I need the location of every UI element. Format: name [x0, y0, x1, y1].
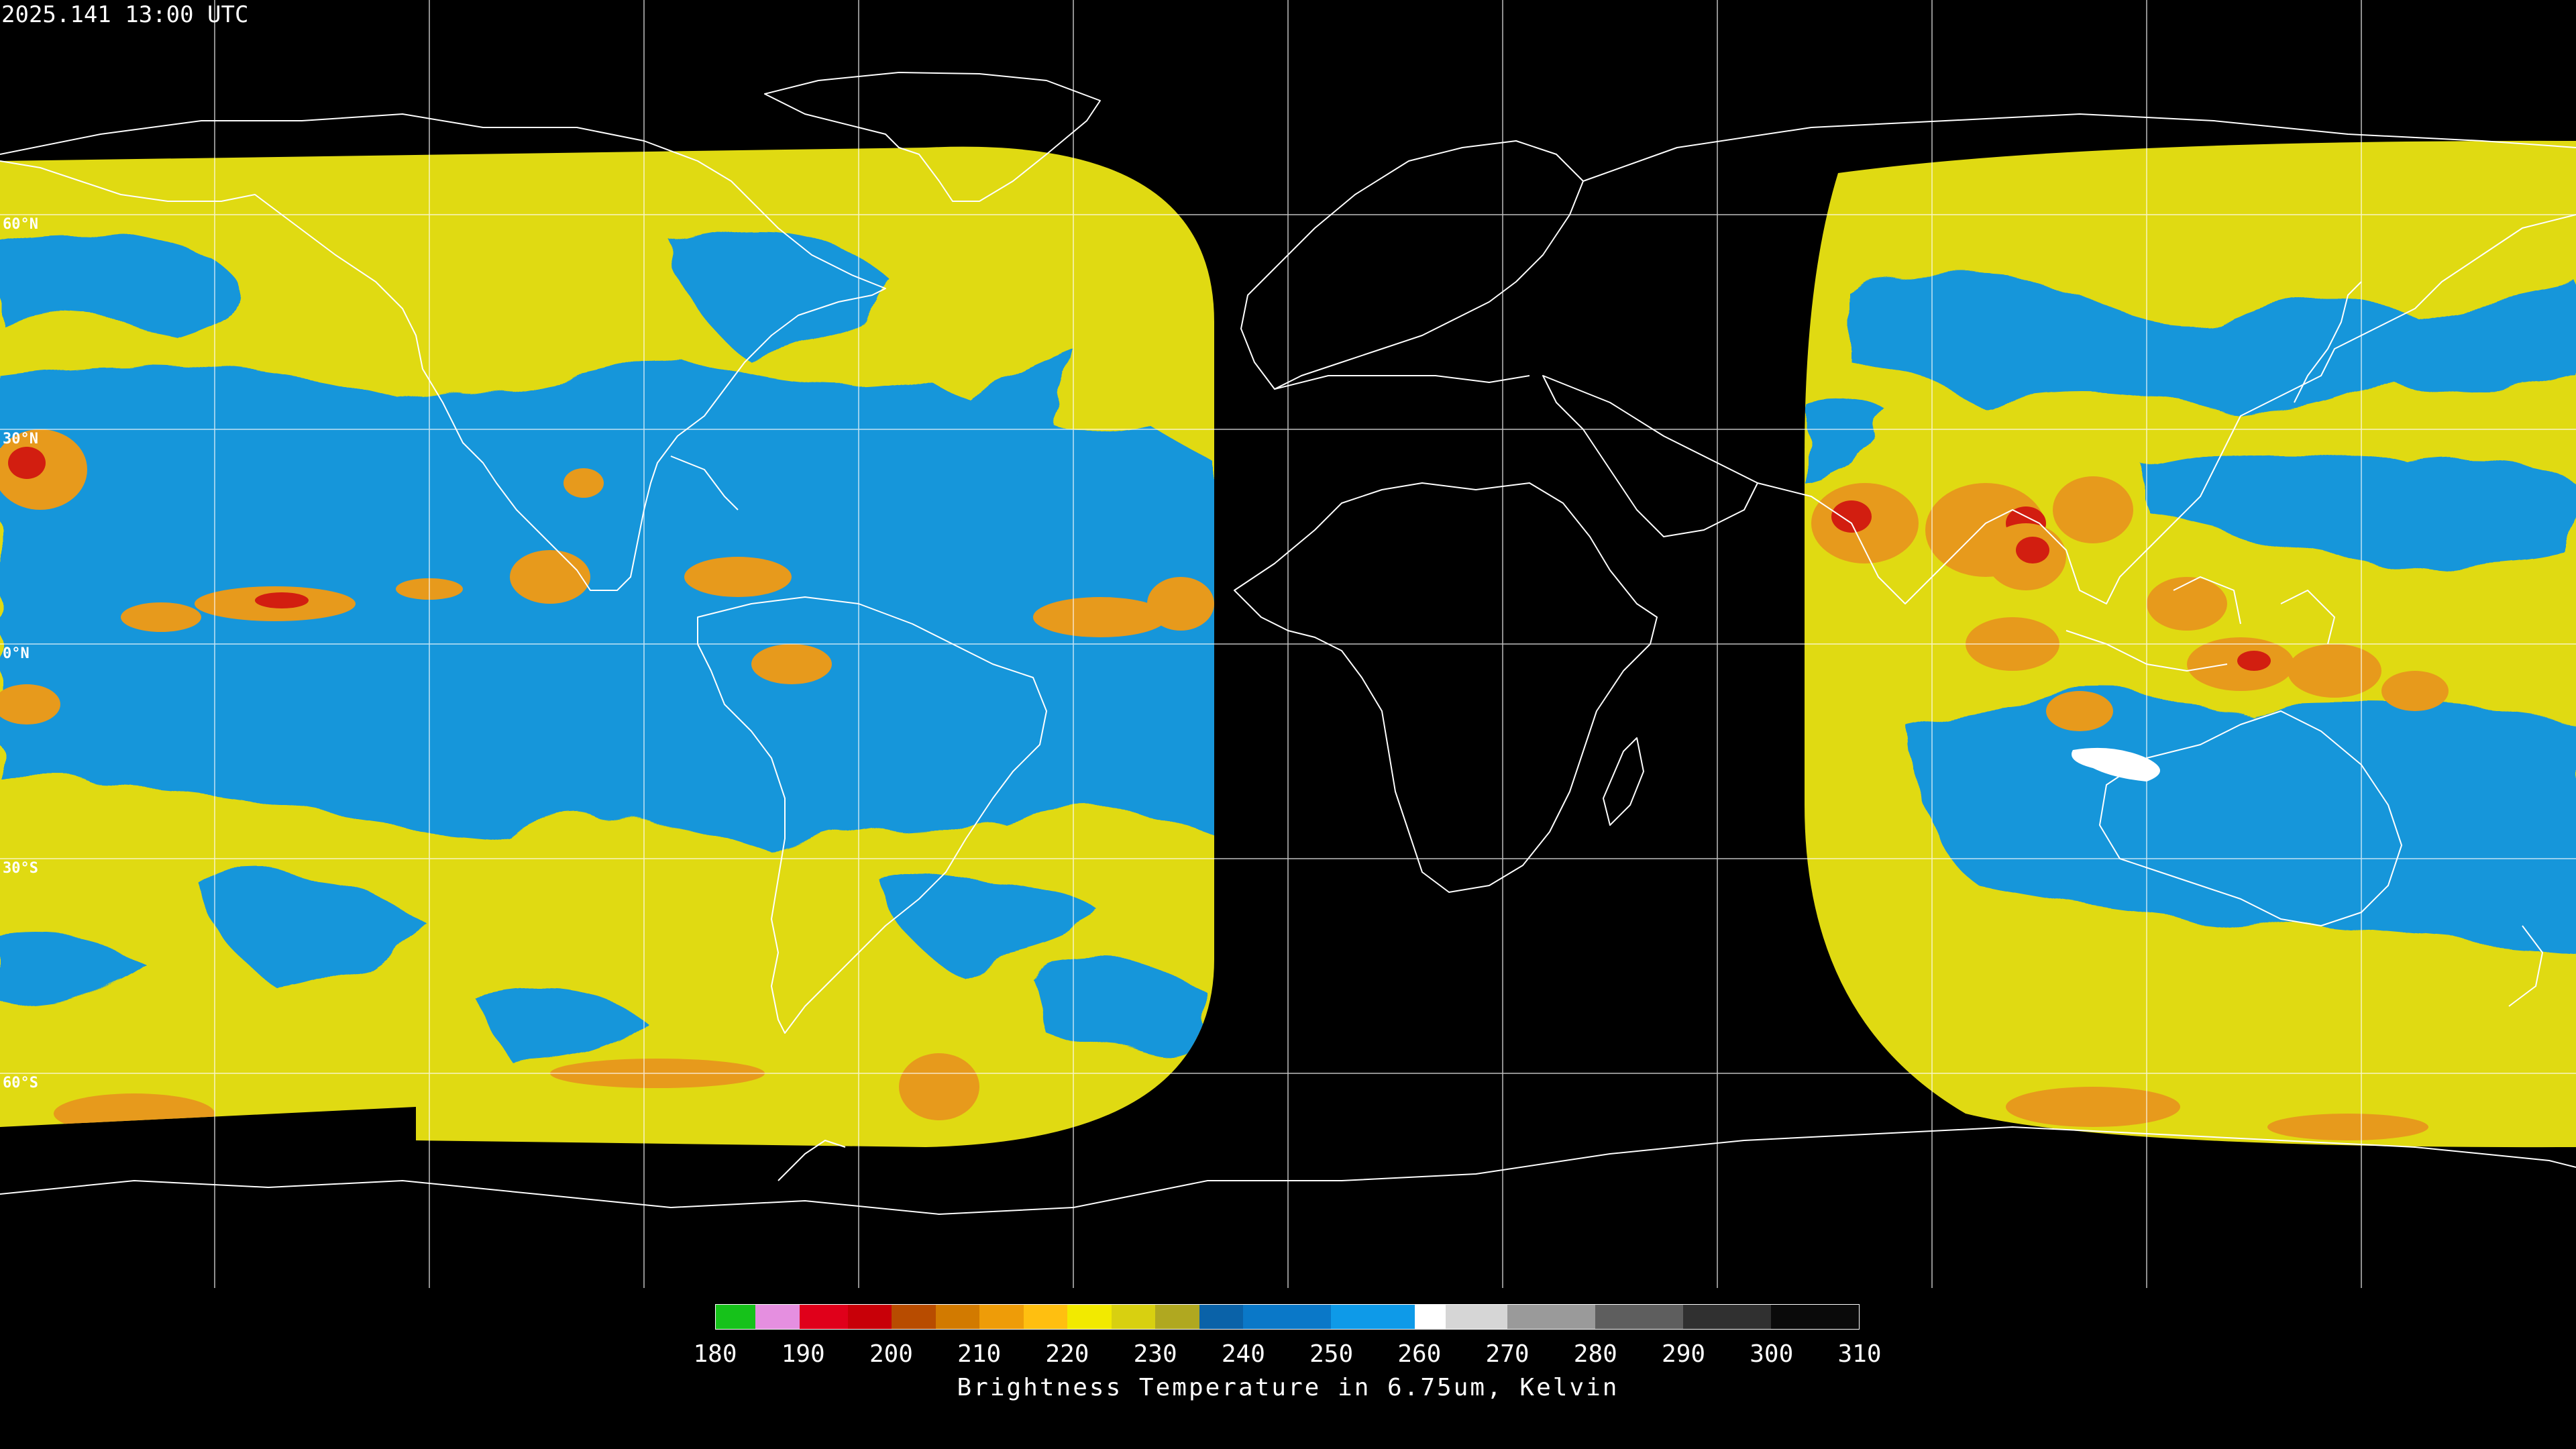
colorbar-tick-label: 190: [781, 1340, 825, 1368]
colorbar-segment: [979, 1305, 1024, 1329]
colorbar-segment: [716, 1305, 755, 1329]
colorbar-tick-label: 220: [1045, 1340, 1089, 1368]
colorbar-segment: [1414, 1305, 1446, 1329]
lat-label-60n: 60°N: [3, 216, 38, 233]
greenland-outline: [764, 72, 1101, 202]
colorbar-tick-label: 250: [1309, 1340, 1354, 1368]
antarctica-outline: [0, 1126, 2576, 1215]
colorbar-tick-label: 260: [1397, 1340, 1442, 1368]
colorbar-title: Brightness Temperature in 6.75um, Kelvin: [957, 1374, 1619, 1401]
lat-label-60s: 60°S: [3, 1075, 38, 1091]
colorbar-segment: [1331, 1305, 1415, 1329]
very-dry-warm-region: [2072, 747, 2160, 782]
madagascar-outline: [1603, 737, 1644, 826]
colorbar-segment: [1445, 1305, 1507, 1329]
colorbar-segment: [935, 1305, 980, 1329]
dry-air-regions-west: [0, 228, 1214, 1060]
colorbar-segment: [1023, 1305, 1068, 1329]
timestamp-label: 2025.141 13:00 UTC: [1, 1, 249, 28]
colorbar-tick-label: 310: [1837, 1340, 1882, 1368]
colorbar-segment: [1155, 1305, 1199, 1329]
colorbar-segment: [1595, 1305, 1683, 1329]
florida-gulf-outline: [670, 455, 739, 511]
convective-clouds-west: [0, 429, 1214, 1134]
colorbar-segment: [1507, 1305, 1595, 1329]
arabia-outline: [1542, 375, 1758, 537]
colorbar-segment: [847, 1305, 892, 1329]
colorbar-tick-label: 240: [1221, 1340, 1265, 1368]
lat-label-30n: 30°N: [3, 431, 38, 447]
north-america-outline: [0, 113, 886, 591]
europe-outline: [1240, 140, 1584, 390]
colorbar-tick-label: 200: [869, 1340, 913, 1368]
colorbar-tick-label: 300: [1750, 1340, 1794, 1368]
colorbar-tick-label: 270: [1485, 1340, 1529, 1368]
australia-outline: [2099, 710, 2402, 926]
africa-outline: [1234, 482, 1658, 893]
western-satellite-disk: [0, 146, 1214, 1148]
colorbar-tick-label: 230: [1133, 1340, 1177, 1368]
colorbar-segment: [1199, 1305, 1244, 1329]
colorbar-tick-label: 210: [957, 1340, 1002, 1368]
colorbar-tick-label: 290: [1662, 1340, 1706, 1368]
lat-label-equator: 0°N: [3, 645, 30, 662]
lat-label-30s: 30°S: [3, 860, 38, 877]
new-zealand-outline: [2508, 925, 2543, 1007]
colorbar-segment: [1770, 1305, 1859, 1329]
colorbar: [715, 1304, 1860, 1330]
graticule: [0, 0, 2576, 1288]
colorbar-tick-label: 180: [693, 1340, 737, 1368]
japan-outline: [2294, 281, 2362, 403]
convective-clouds-east: [1811, 476, 2449, 1140]
colorbar-segment: [892, 1305, 936, 1329]
colorbar-segment: [1682, 1305, 1771, 1329]
colorbar-segment: [1243, 1305, 1332, 1329]
colorbar-segment: [799, 1305, 848, 1329]
colorbar-segment: [1111, 1305, 1156, 1329]
water-vapor-map[interactable]: [0, 0, 2576, 1288]
colorbar-tick-label: 280: [1573, 1340, 1617, 1368]
colorbar-segment: [755, 1305, 800, 1329]
antarctic-peninsula-outline: [777, 1140, 846, 1181]
colorbar-segment: [1067, 1305, 1112, 1329]
mediterranean-outline: [1274, 375, 1530, 390]
